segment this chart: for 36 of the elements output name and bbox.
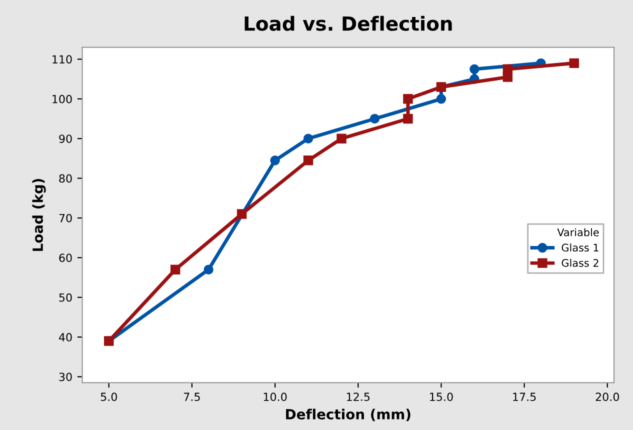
point xyxy=(303,156,314,166)
x-tick-label: 12.5 xyxy=(346,392,370,402)
y-tick-label: 60 xyxy=(59,254,72,262)
x-tick-label: 5.0 xyxy=(100,392,117,402)
point xyxy=(370,114,380,124)
y-axis-title: Load (kg) xyxy=(32,178,46,251)
y-tick-label: 100 xyxy=(52,94,72,104)
y-tick-label: 30 xyxy=(59,372,72,382)
point xyxy=(403,114,413,124)
point xyxy=(502,64,513,74)
x-axis-title: Deflection (mm) xyxy=(286,408,410,422)
point xyxy=(303,134,314,144)
y-tick-label: 50 xyxy=(59,293,72,302)
point xyxy=(336,134,346,144)
point xyxy=(436,94,446,104)
y-tick-label: 70 xyxy=(59,214,72,222)
y-tick-label: 110 xyxy=(52,55,72,64)
point xyxy=(403,94,413,104)
y-tick-label: 80 xyxy=(59,174,72,183)
y-tick-label: 90 xyxy=(59,134,72,143)
point xyxy=(170,264,180,274)
x-tick-label: 10.0 xyxy=(264,392,287,402)
y-tick-label: 40 xyxy=(58,333,72,342)
x-tick-label: 20.0 xyxy=(596,392,619,402)
point xyxy=(270,156,280,166)
legend-label: Glass 2 xyxy=(562,258,598,267)
x-tick-label: 17.5 xyxy=(513,392,536,402)
x-tick-label: 15.0 xyxy=(430,392,453,402)
x-tick-label: 7.5 xyxy=(184,392,200,402)
legend-label: Glass 1 xyxy=(562,244,598,252)
point xyxy=(569,58,579,68)
legend-title: Variable xyxy=(557,228,599,236)
point xyxy=(470,64,480,74)
point xyxy=(204,264,214,274)
point xyxy=(236,209,247,219)
chart-title: Load vs. Deflection xyxy=(244,16,452,31)
